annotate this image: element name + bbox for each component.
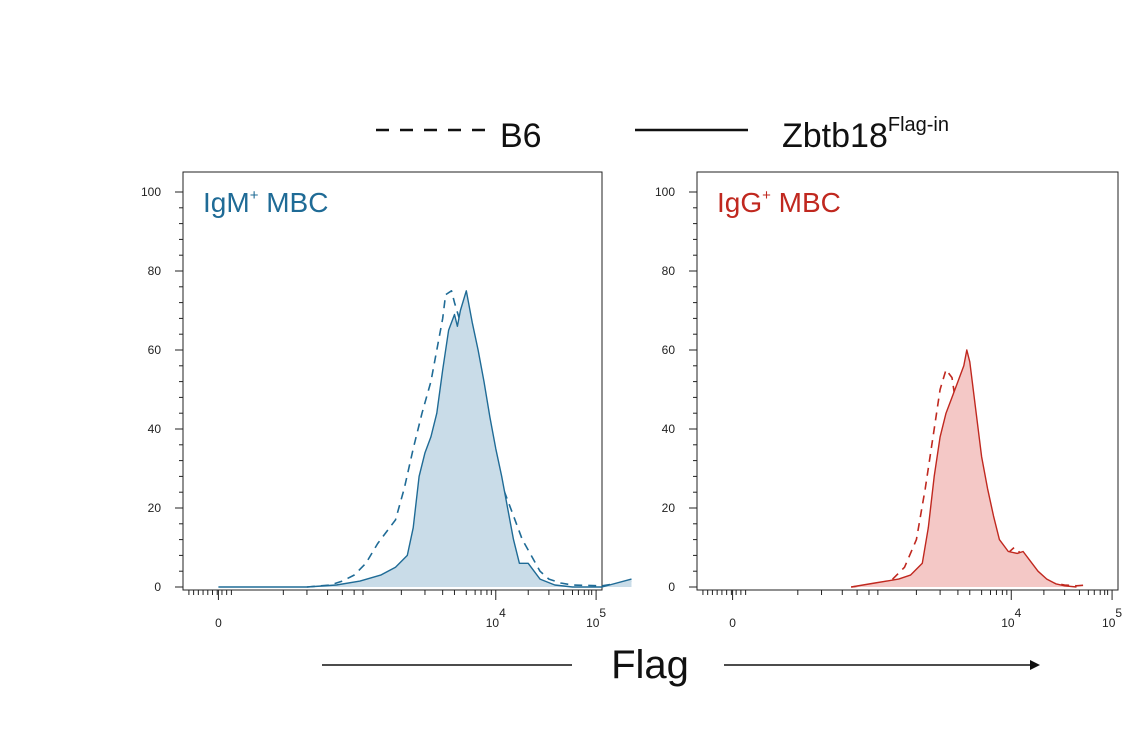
y-tick-label: 40	[148, 422, 162, 436]
panel-title: IgM+ MBC	[203, 187, 328, 218]
y-axis: 0 20 40 60 80 100	[655, 185, 697, 594]
y-tick-label: 20	[148, 501, 162, 515]
x-tick-label: 105	[1102, 606, 1122, 630]
y-tick-label: 80	[148, 264, 162, 278]
x-tick-label: 104	[486, 606, 506, 630]
x-axis-title-group: Flag	[322, 643, 1040, 687]
plot-frame	[696, 171, 1119, 591]
x-axis: 0 104 105	[702, 590, 1122, 630]
series-group	[851, 349, 1089, 588]
x-tick-label: 104	[1001, 606, 1021, 630]
series-group	[218, 290, 632, 588]
y-tick-label: 0	[154, 580, 161, 594]
series-fill-igg-flag-in	[851, 350, 1077, 587]
y-tick-label: 40	[662, 422, 676, 436]
y-tick-label: 60	[662, 343, 676, 357]
x-axis-title: Flag	[611, 643, 689, 687]
legend-solid-label-group: Zbtb18Flag-in	[782, 114, 949, 155]
series-line-igm-flag-in	[218, 290, 632, 588]
y-tick-label: 0	[668, 580, 675, 594]
x-tick-label: 0	[729, 616, 736, 630]
panel-title: IgG+ MBC	[717, 187, 841, 218]
plot-frame	[182, 171, 603, 591]
y-tick-label: 20	[662, 501, 676, 515]
series-line-igg-flag-in	[851, 349, 1077, 588]
x-axis: 0 104 105	[188, 590, 606, 630]
panel-igg-mbc: 0 20 40 60 80 100 0 104 105 IgG+ MBC	[655, 171, 1122, 630]
legend-dashed-label: B6	[500, 117, 542, 155]
legend: B6 Zbtb18Flag-in	[376, 114, 949, 155]
series-line-igm-b6	[306, 290, 632, 588]
y-tick-label: 80	[662, 264, 676, 278]
y-tick-label: 100	[655, 185, 675, 199]
y-tick-label: 100	[141, 185, 161, 199]
y-tick-label: 60	[148, 343, 162, 357]
legend-solid-label-superscript: Flag-in	[888, 114, 949, 136]
y-axis: 0 20 40 60 80 100	[141, 185, 183, 594]
legend-solid-label: Zbtb18	[782, 117, 888, 155]
x-tick-label: 0	[215, 616, 222, 630]
panel-igm-mbc: 0 20 40 60 80 100 0 104 105 IgM+ MBC	[141, 171, 632, 630]
series-fill-igm-flag-in	[218, 290, 632, 587]
x-tick-label: 105	[586, 606, 606, 630]
